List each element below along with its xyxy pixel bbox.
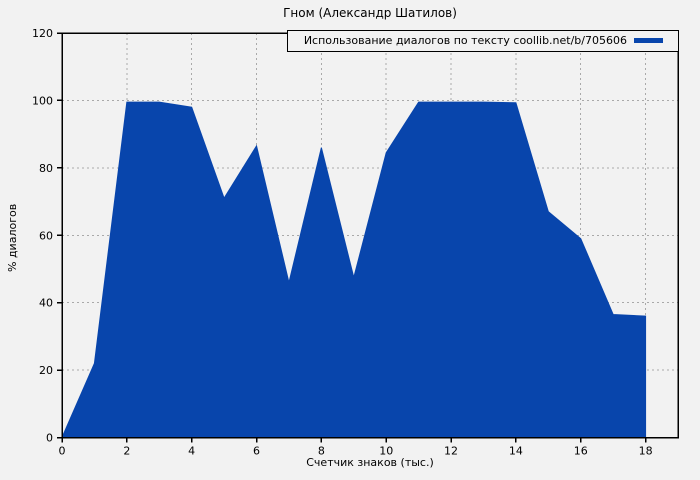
y-tick-label: 0 [46,432,53,445]
y-tick-label: 40 [39,297,53,310]
y-tick-label: 120 [32,27,53,40]
x-tick-label: 8 [318,445,325,458]
x-tick-label: 0 [59,445,66,458]
x-tick-label: 18 [639,445,653,458]
y-tick-label: 80 [39,162,53,175]
x-axis-label: Счетчик знаков (тыс.) [306,456,434,469]
y-tick-label: 60 [39,229,53,242]
x-tick-label: 12 [444,445,458,458]
legend-label: Использование диалогов по тексту coollib… [303,34,627,47]
legend-box: Использование диалогов по тексту coollib… [286,30,679,52]
chart-title: Гном (Александр Шатилов) [283,6,457,20]
x-tick-label: 10 [379,445,393,458]
x-tick-label: 16 [574,445,588,458]
x-tick-label: 4 [188,445,195,458]
legend-line-swatch [634,38,663,43]
y-tick-label: 100 [32,94,53,107]
x-tick-label: 14 [509,445,523,458]
area-series [61,101,647,438]
x-tick-label: 6 [253,445,260,458]
y-tick-label: 20 [39,364,53,377]
x-tick-label: 2 [123,445,130,458]
